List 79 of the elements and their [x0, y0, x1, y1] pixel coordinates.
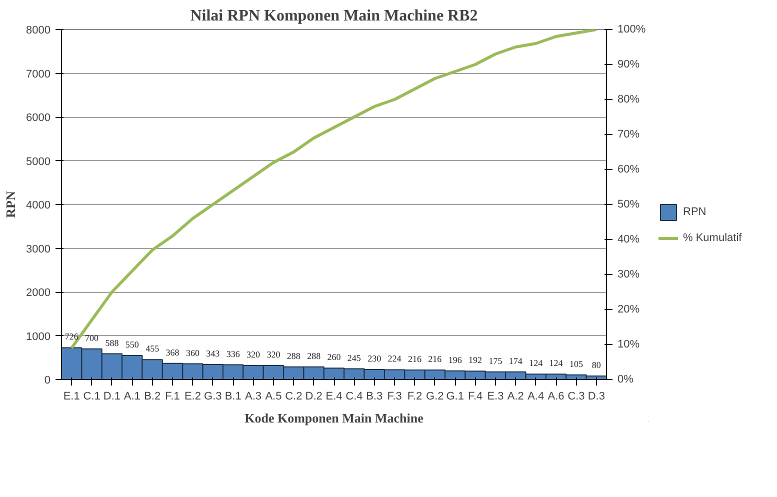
y-axis-title: RPN — [3, 190, 18, 218]
x-tick-label: C.4 — [346, 390, 363, 402]
data-label: 230 — [368, 353, 382, 364]
y2-tick-label: 0% — [618, 374, 634, 386]
y-tick-label: 6000 — [26, 112, 51, 124]
data-label: 245 — [347, 352, 362, 363]
y-tick-label: 1000 — [26, 330, 51, 343]
data-label: 224 — [388, 354, 402, 364]
x-tick-label: C.2 — [285, 390, 302, 402]
x-tick-label: F.3 — [387, 390, 402, 402]
y2-tick-label: 40% — [618, 234, 640, 246]
y-tick-label: 7000 — [26, 68, 51, 80]
x-tick-label: B.2 — [144, 390, 161, 402]
data-label: 175 — [488, 356, 503, 366]
x-tick-label: A.6 — [548, 390, 564, 402]
data-label: 343 — [206, 348, 220, 358]
y2-tick-label: 90% — [618, 58, 640, 70]
data-label: 320 — [266, 350, 281, 360]
y2-tick-label: 10% — [618, 338, 640, 350]
x-tick-label: F.4 — [468, 390, 483, 402]
x-tick-label: C.3 — [568, 390, 585, 402]
data-label: 288 — [307, 350, 322, 361]
data-label: 260 — [327, 352, 342, 362]
y2-tick-label: 30% — [618, 268, 640, 280]
x-tick-label: D.3 — [588, 390, 605, 402]
x-tick-label: G.3 — [204, 390, 222, 402]
y2-tick-label: 80% — [618, 94, 640, 106]
x-tick-label: C.1 — [83, 390, 100, 402]
chart-title: Nilai RPN Komponen Main Machine RB2 — [190, 8, 478, 24]
legend-label: RPN — [683, 206, 706, 218]
data-label: 320 — [246, 350, 261, 360]
data-label: 80 — [592, 360, 602, 370]
y-tick-label: 0 — [44, 374, 51, 386]
data-label: 216 — [408, 354, 422, 364]
x-tick-label: F.1 — [165, 390, 180, 402]
data-label: 368 — [166, 347, 180, 358]
y-tick-label: 5000 — [26, 156, 51, 168]
x-tick-label: A.5 — [265, 390, 282, 402]
data-label: 124 — [549, 358, 564, 368]
data-label: 288 — [286, 350, 301, 361]
x-tick-label: A.4 — [528, 390, 544, 402]
x-tick-label: B.1 — [224, 390, 242, 402]
data-label: 726 — [64, 332, 79, 342]
y2-tick-label: 60% — [618, 164, 640, 176]
y-tick-label: 8000 — [26, 24, 51, 36]
data-label: 216 — [428, 354, 442, 364]
data-label: 360 — [186, 348, 200, 358]
x-tick-label: F.2 — [407, 390, 422, 402]
x-tick-label: G.2 — [426, 390, 444, 402]
data-label: 174 — [508, 356, 523, 366]
x-tick-label: E.2 — [184, 390, 201, 402]
x-tick-label: E.4 — [326, 390, 342, 402]
y2-tick-label: 100% — [618, 24, 646, 36]
data-label: 105 — [569, 358, 584, 369]
data-label: 192 — [468, 355, 482, 366]
legend-label: % Kumulatif — [683, 232, 742, 244]
x-tick-label: G.1 — [446, 390, 464, 402]
x-tick-label: A.2 — [507, 390, 524, 402]
x-tick-label: D.2 — [305, 390, 322, 402]
x-tick-label: A.3 — [245, 390, 262, 402]
data-label: 588 — [105, 338, 120, 348]
data-label: 336 — [226, 348, 240, 359]
y2-tick-label: 70% — [618, 128, 640, 140]
data-label: 455 — [146, 344, 160, 354]
x-tick-label: D.1 — [103, 390, 121, 402]
data-label: 196 — [448, 354, 462, 365]
x-tick-label: B.3 — [366, 390, 383, 402]
y-tick-label: 2000 — [26, 287, 51, 299]
data-label: 124 — [529, 358, 544, 368]
x-axis-title: Kode Komponen Main Machine — [244, 410, 424, 426]
y-tick-label: 3000 — [26, 243, 51, 256]
x-tick-label: E.1 — [63, 390, 80, 402]
data-label: 550 — [125, 339, 140, 350]
y-tick-label: 4000 — [26, 200, 51, 212]
data-label: 700 — [85, 332, 100, 343]
x-tick-label: A.1 — [124, 390, 140, 402]
x-tick-label: E.3 — [487, 390, 504, 402]
y2-tick-label: 50% — [618, 198, 640, 210]
y2-tick-label: 20% — [618, 304, 640, 316]
